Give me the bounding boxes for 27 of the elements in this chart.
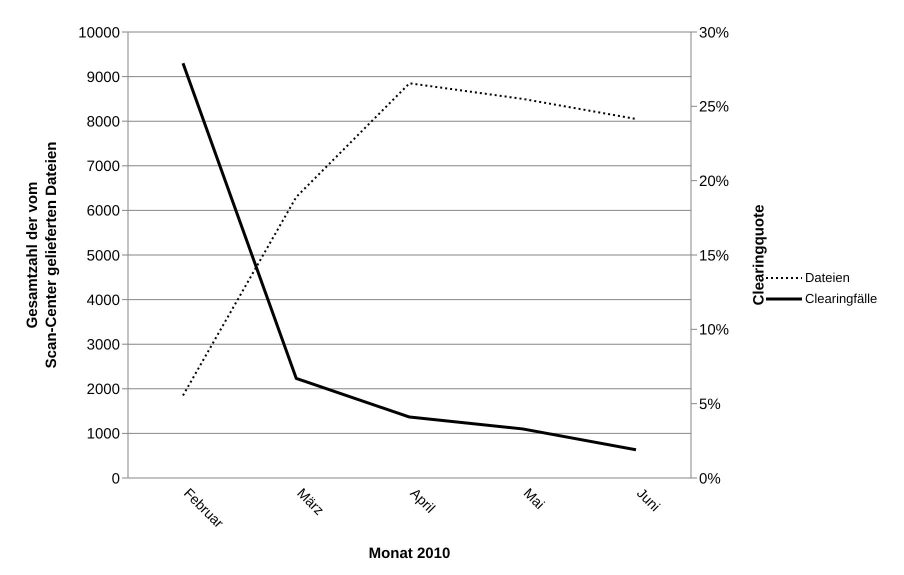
y2-tick-label: 25% [699, 98, 730, 116]
x-tick-label: Juni [634, 484, 664, 514]
y-tick-label: 1000 [86, 426, 120, 443]
x-tick-label: Mai [520, 484, 548, 512]
y-tick-label: 5000 [86, 247, 120, 264]
y-tick-label: 6000 [86, 202, 120, 220]
y-tick-label: 10000 [78, 24, 120, 42]
y2-axis-title: Clearingquote [750, 204, 768, 306]
y-tick-label: 0 [112, 470, 120, 488]
y2-tick-label: 30% [699, 24, 730, 42]
y-tick-label: 4000 [86, 292, 120, 309]
y2-tick-label: 20% [699, 172, 730, 190]
line-series [182, 62, 638, 452]
x-axis-title: Monat 2010 [368, 545, 450, 562]
y-tick-label: 2000 [86, 381, 120, 398]
legend-label: Dateien [805, 270, 850, 285]
y2-tick-label: 5% [699, 396, 721, 413]
y-tick-label: 9000 [86, 68, 120, 86]
y-tick-label: 7000 [86, 158, 120, 176]
legend-label: Clearingfälle [805, 291, 878, 306]
y2-tick-label: 15% [699, 247, 730, 264]
y-tick-label: 3000 [86, 336, 120, 354]
y2-tick-label: 10% [699, 322, 730, 339]
y-tick-label: 8000 [86, 114, 120, 131]
y2-tick-label: 0% [699, 470, 721, 488]
y-axis-title: Gesamtzahl der vom Scan-Center gelieferten Dateien [24, 142, 60, 368]
x-tick-label: April [407, 484, 438, 516]
